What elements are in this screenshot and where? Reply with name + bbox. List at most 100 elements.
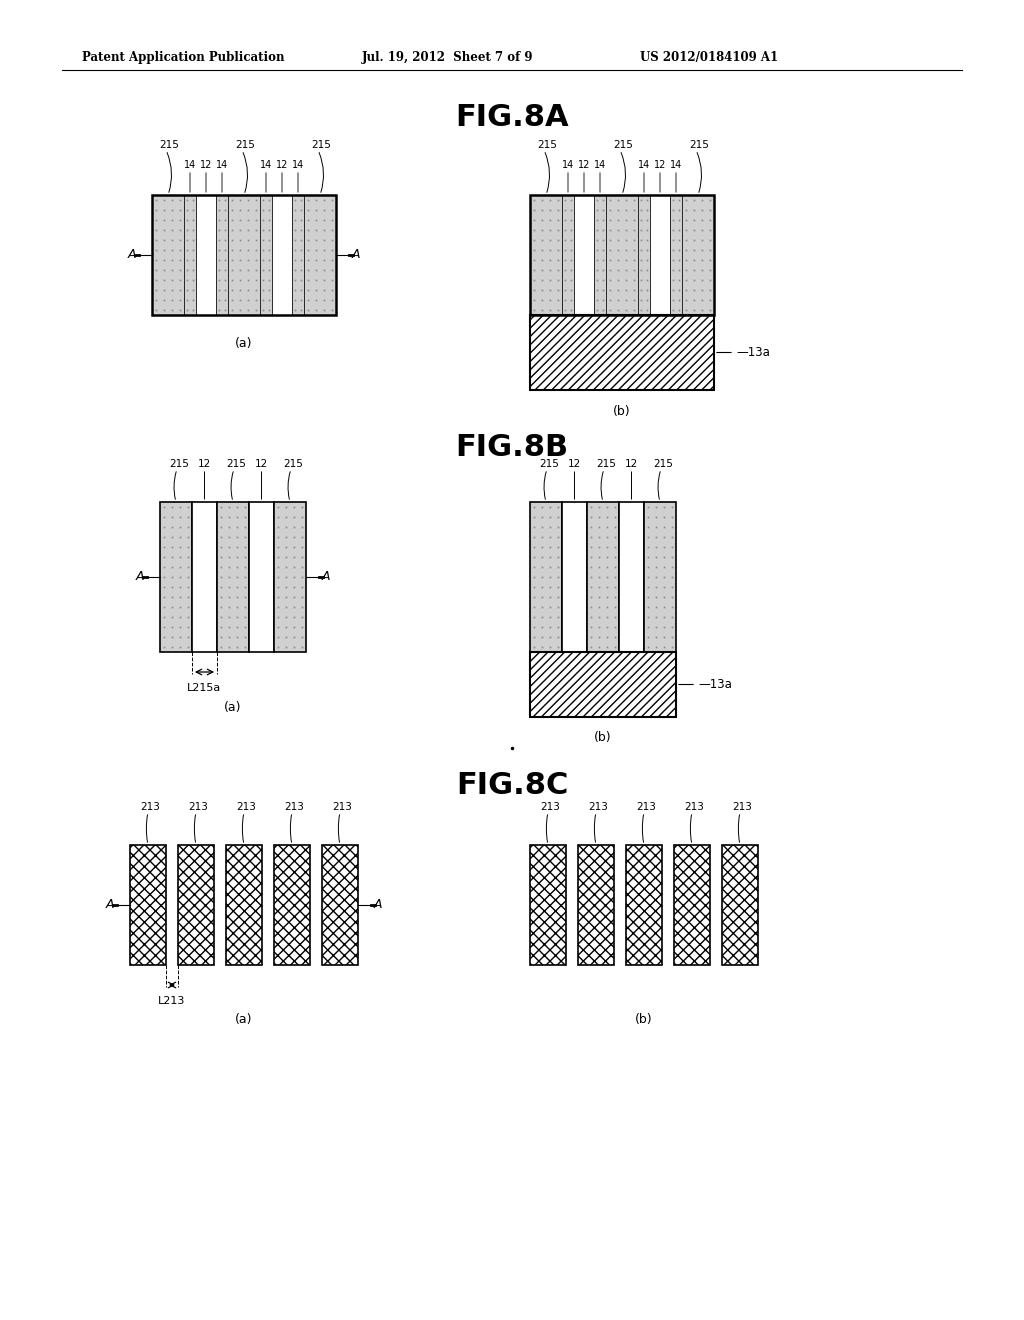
Bar <box>249 502 274 652</box>
Text: 213: 213 <box>140 803 160 812</box>
Text: (a): (a) <box>236 337 253 350</box>
Text: (b): (b) <box>635 1014 653 1027</box>
Bar <box>322 845 358 965</box>
Text: L215a: L215a <box>187 682 221 693</box>
Text: 213: 213 <box>588 803 608 812</box>
Text: A: A <box>105 899 115 912</box>
Text: A: A <box>128 248 136 261</box>
Text: 213: 213 <box>636 803 656 812</box>
Text: —13a: —13a <box>736 346 770 359</box>
Bar <box>638 195 650 315</box>
Text: 14: 14 <box>216 160 228 170</box>
Text: 14: 14 <box>562 160 574 170</box>
Bar <box>217 502 249 652</box>
Bar <box>650 195 670 315</box>
Text: FIG.8C: FIG.8C <box>456 771 568 800</box>
Bar <box>260 195 272 315</box>
Text: (a): (a) <box>236 1014 253 1027</box>
Bar <box>644 502 676 652</box>
Text: 12: 12 <box>568 459 582 469</box>
Text: 215: 215 <box>539 459 559 469</box>
Text: —13a: —13a <box>698 678 732 690</box>
Text: 215: 215 <box>537 140 557 150</box>
Text: 215: 215 <box>234 140 255 150</box>
Bar <box>530 502 562 652</box>
Text: 215: 215 <box>613 140 633 150</box>
Bar <box>626 845 662 965</box>
Text: 12: 12 <box>275 160 288 170</box>
Text: 14: 14 <box>638 160 650 170</box>
Bar <box>274 502 306 652</box>
Text: 12: 12 <box>625 459 638 469</box>
Text: 213: 213 <box>332 803 352 812</box>
Text: A: A <box>136 570 144 583</box>
Text: Patent Application Publication: Patent Application Publication <box>82 50 285 63</box>
Text: (a): (a) <box>224 701 242 714</box>
Text: 12: 12 <box>255 459 268 469</box>
Text: 14: 14 <box>292 160 304 170</box>
Text: A: A <box>374 899 382 912</box>
Text: 14: 14 <box>184 160 197 170</box>
Bar <box>274 845 310 965</box>
Text: 14: 14 <box>260 160 272 170</box>
Text: (b): (b) <box>594 730 611 743</box>
Text: US 2012/0184109 A1: US 2012/0184109 A1 <box>640 50 778 63</box>
Text: 215: 215 <box>283 459 303 469</box>
Bar <box>130 845 166 965</box>
Text: 213: 213 <box>732 803 752 812</box>
Bar <box>670 195 682 315</box>
Bar <box>152 195 184 315</box>
Text: 215: 215 <box>689 140 709 150</box>
Bar <box>682 195 714 315</box>
Bar <box>228 195 260 315</box>
Text: 213: 213 <box>236 803 256 812</box>
Text: (b): (b) <box>613 405 631 418</box>
Text: 215: 215 <box>169 459 188 469</box>
Bar <box>578 845 614 965</box>
Bar <box>160 502 193 652</box>
Text: 215: 215 <box>226 459 246 469</box>
Text: 12: 12 <box>578 160 590 170</box>
Text: 213: 213 <box>540 803 560 812</box>
Text: 12: 12 <box>653 160 667 170</box>
Bar <box>618 502 644 652</box>
Text: 12: 12 <box>198 459 211 469</box>
Text: 215: 215 <box>653 459 673 469</box>
Bar <box>722 845 758 965</box>
Text: 14: 14 <box>594 160 606 170</box>
Text: 215: 215 <box>311 140 331 150</box>
Text: 215: 215 <box>159 140 179 150</box>
Text: 213: 213 <box>188 803 208 812</box>
Bar <box>184 195 196 315</box>
Bar <box>226 845 262 965</box>
Text: FIG.8B: FIG.8B <box>456 433 568 462</box>
Bar <box>674 845 710 965</box>
Bar <box>562 502 587 652</box>
Bar <box>196 195 216 315</box>
Bar <box>530 195 562 315</box>
Text: FIG.8A: FIG.8A <box>456 103 568 132</box>
Text: 215: 215 <box>596 459 615 469</box>
Bar <box>530 845 566 965</box>
Text: 12: 12 <box>200 160 212 170</box>
Bar <box>178 845 214 965</box>
Bar <box>530 195 714 315</box>
Bar <box>304 195 336 315</box>
Text: A: A <box>322 570 331 583</box>
Bar <box>606 195 638 315</box>
Text: Jul. 19, 2012  Sheet 7 of 9: Jul. 19, 2012 Sheet 7 of 9 <box>362 50 534 63</box>
Text: 14: 14 <box>670 160 682 170</box>
Bar <box>272 195 292 315</box>
Text: 213: 213 <box>284 803 304 812</box>
Text: A: A <box>352 248 360 261</box>
Bar <box>530 315 714 389</box>
Bar <box>594 195 606 315</box>
Bar <box>574 195 594 315</box>
Bar <box>152 195 336 315</box>
Bar <box>562 195 574 315</box>
Bar <box>530 652 676 717</box>
Bar <box>587 502 618 652</box>
Bar <box>193 502 217 652</box>
Bar <box>216 195 228 315</box>
Bar <box>292 195 304 315</box>
